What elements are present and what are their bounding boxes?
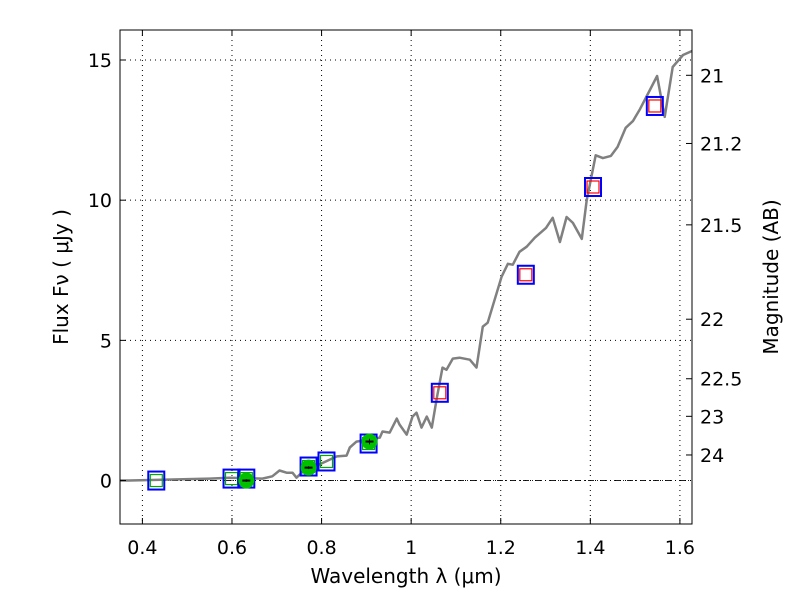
x-tick-label: 1.6 — [665, 537, 695, 559]
x-tick-label: 0.6 — [217, 537, 247, 559]
right-tick-label: 22 — [700, 309, 724, 331]
spectrum-line — [120, 49, 693, 482]
x-tick-label: 1 — [405, 537, 417, 559]
model-flux-square — [584, 177, 603, 198]
model-flux-inner-square — [586, 180, 600, 194]
x-tick-label: 1.2 — [486, 537, 516, 559]
x-tick-label: 0.8 — [306, 537, 336, 559]
x-axis-label: Wavelength λ (μm) — [310, 564, 501, 588]
model-flux-square — [645, 95, 664, 116]
y-tick-label: 5 — [100, 330, 112, 352]
model-flux-square — [317, 451, 336, 472]
y-axis-label: Flux Fν ( μJy ) — [49, 209, 73, 345]
model-flux-inner-square — [648, 99, 662, 113]
x-tick-label: 1.4 — [575, 537, 605, 559]
axes: 0.4 0.6 0.8 1 1.2 1.4 1.6 0 5 10 15 21 21.2 21.5 22 22.… — [88, 30, 742, 559]
model-flux-inner-square — [319, 454, 334, 469]
y-tick-label: 0 — [100, 471, 112, 493]
model-flux-square — [430, 382, 449, 403]
model-flux-inner-square — [149, 473, 163, 488]
right-tick-label: 21.5 — [700, 215, 742, 237]
y-tick-label: 15 — [88, 50, 112, 72]
right-axis-label: Magnitude (AB) — [759, 199, 783, 354]
right-tick-label: 22.5 — [700, 369, 742, 391]
x-tick-label: 0.4 — [127, 537, 157, 559]
right-tick-label: 21 — [700, 65, 724, 87]
plot-area — [120, 49, 693, 491]
grid — [120, 30, 692, 524]
right-tick-label: 24 — [700, 445, 724, 467]
y-tick-label: 10 — [88, 190, 112, 212]
model-flux-square — [147, 470, 166, 491]
model-flux-inner-square — [519, 268, 533, 282]
right-tick-label: 23 — [700, 406, 724, 428]
axes-frame — [119, 29, 693, 525]
right-tick-label: 21.2 — [700, 133, 742, 155]
model-flux-inner-square — [433, 386, 447, 400]
model-flux-square — [516, 264, 535, 285]
